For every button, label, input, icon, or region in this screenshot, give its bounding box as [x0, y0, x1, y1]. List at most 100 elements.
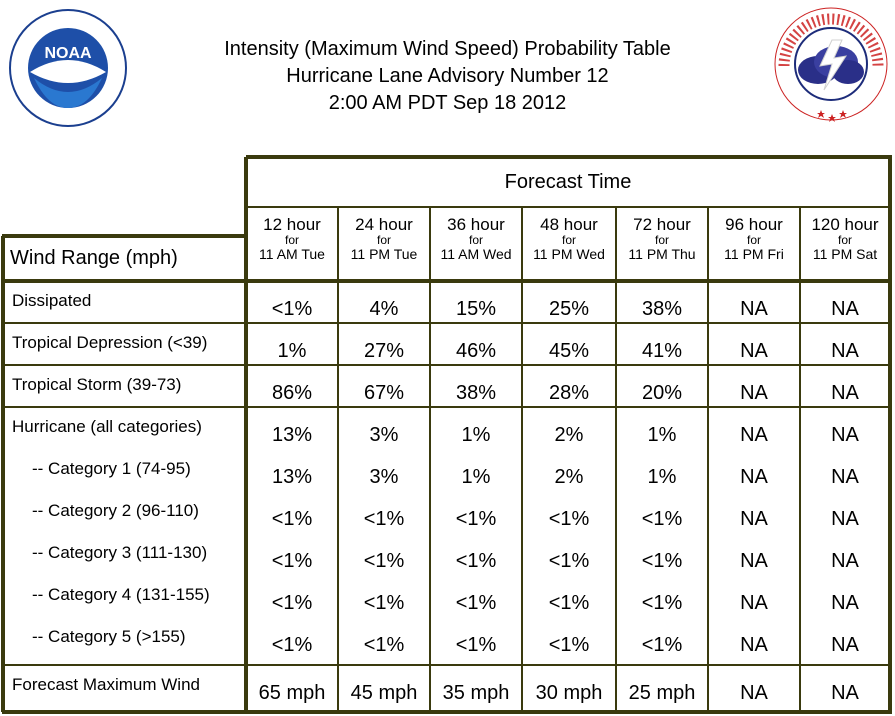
- table-cell: 20%: [641, 381, 683, 404]
- column-divider: [707, 207, 709, 712]
- table-cell: <1%: [641, 591, 683, 614]
- row-label: -- Category 5 (>155): [32, 627, 186, 646]
- nws-logo: [772, 6, 890, 130]
- table-cell: NA: [740, 591, 768, 614]
- table-cell: <1%: [271, 297, 313, 320]
- table-border-bottom: [2, 710, 892, 714]
- table-cell: <1%: [363, 591, 405, 614]
- column-valid-time: 11 PM Wed: [533, 246, 605, 262]
- column-for-label: for: [837, 233, 852, 247]
- column-valid-time: 11 PM Sat: [812, 246, 878, 262]
- noaa-logo-text: NOAA: [44, 45, 92, 62]
- column-divider: [337, 207, 339, 712]
- table-cell: 3%: [369, 465, 399, 488]
- row-label: -- Category 2 (96-110): [32, 501, 199, 520]
- title-line-3: 2:00 AM PDT Sep 18 2012: [328, 92, 567, 114]
- row-label: Hurricane (all categories): [12, 417, 202, 436]
- table-cell: 38%: [455, 381, 497, 404]
- table-cell: <1%: [455, 549, 497, 572]
- table-cell: <1%: [455, 507, 497, 530]
- table-cell: 67%: [363, 381, 405, 404]
- table-cell: <1%: [271, 507, 313, 530]
- column-hours: 48 hour: [540, 215, 598, 234]
- table-cell: NA: [740, 297, 768, 320]
- table-cell: <1%: [548, 549, 590, 572]
- label-column-right-border: [244, 157, 248, 712]
- table-cell: <1%: [271, 549, 313, 572]
- column-valid-time: 11 AM Tue: [259, 246, 325, 262]
- table-cell: 1%: [461, 465, 491, 488]
- column-hours: 36 hour: [447, 215, 505, 234]
- column-header-6: 96 hour for 11 PM Fri: [708, 207, 800, 281]
- table-cell: 38%: [641, 297, 683, 320]
- title-line-1: Intensity (Maximum Wind Speed) Probabili…: [224, 38, 671, 60]
- table-cell: NA: [740, 381, 768, 404]
- table-cell: 1%: [647, 465, 677, 488]
- table-border-left: [1, 236, 5, 712]
- table-cell: 4%: [369, 297, 399, 320]
- table-cell: 30 mph: [535, 681, 603, 704]
- column-for-label: for: [561, 233, 576, 247]
- table-cell: <1%: [548, 633, 590, 656]
- wind-range-header: Wind Range (mph): [10, 247, 178, 269]
- column-valid-time: 11 PM Thu: [628, 246, 696, 262]
- table-cell: NA: [831, 681, 859, 704]
- table-cell: NA: [740, 633, 768, 656]
- table-cell: NA: [740, 423, 768, 446]
- column-divider: [615, 207, 617, 712]
- column-divider: [521, 207, 523, 712]
- row-label: -- Category 4 (131-155): [32, 585, 210, 604]
- table-cell: NA: [831, 381, 859, 404]
- table-cell: 46%: [455, 339, 497, 362]
- column-hours: 24 hour: [355, 215, 413, 234]
- row-divider: [2, 664, 892, 666]
- table-cell: <1%: [548, 591, 590, 614]
- table-cell: 13%: [271, 465, 313, 488]
- table-border-top: [246, 155, 892, 159]
- table-cell: NA: [831, 507, 859, 530]
- header-divider: [246, 206, 892, 208]
- column-valid-time: 11 PM Tue: [350, 246, 418, 262]
- table-cell: NA: [740, 507, 768, 530]
- column-header-4: 48 hour for 11 PM Wed: [522, 207, 616, 281]
- row-divider: [2, 364, 892, 366]
- table-cell: 13%: [271, 423, 313, 446]
- table-cell: <1%: [271, 633, 313, 656]
- column-hours: 96 hour: [725, 215, 783, 234]
- table-cell: 25 mph: [628, 681, 696, 704]
- column-header-1: 12 hour for 11 AM Tue: [246, 207, 338, 281]
- table-cell: NA: [831, 339, 859, 362]
- table-cell: 35 mph: [442, 681, 510, 704]
- table-cell: NA: [740, 465, 768, 488]
- row-divider: [2, 279, 892, 283]
- table-cell: NA: [831, 549, 859, 572]
- table-cell: <1%: [455, 633, 497, 656]
- column-valid-time: 11 PM Fri: [724, 246, 784, 262]
- table-cell: NA: [831, 633, 859, 656]
- column-divider: [799, 207, 801, 712]
- table-cell: 25%: [548, 297, 590, 320]
- label-header-top-border: [2, 234, 246, 238]
- table-cell: <1%: [641, 507, 683, 530]
- column-for-label: for: [746, 233, 761, 247]
- table-cell: <1%: [363, 549, 405, 572]
- table-cell: <1%: [548, 507, 590, 530]
- column-divider: [429, 207, 431, 712]
- table-cell: 15%: [455, 297, 497, 320]
- column-header-5: 72 hour for 11 PM Thu: [616, 207, 708, 281]
- row-divider: [2, 406, 892, 408]
- table-cell: 41%: [641, 339, 683, 362]
- table-cell: 3%: [369, 423, 399, 446]
- table-cell: <1%: [271, 591, 313, 614]
- row-label: Tropical Storm (39-73): [12, 375, 182, 394]
- table-cell: NA: [831, 297, 859, 320]
- table-border-right: [888, 157, 892, 712]
- table-cell: 1%: [277, 339, 307, 362]
- table-cell: NA: [740, 339, 768, 362]
- table-cell: 86%: [271, 381, 313, 404]
- title-line-2: Hurricane Lane Advisory Number 12: [286, 65, 609, 87]
- table-cell: <1%: [641, 549, 683, 572]
- row-label: Tropical Depression (<39): [12, 333, 208, 352]
- row-label: -- Category 1 (74-95): [32, 459, 191, 478]
- table-cell: NA: [831, 591, 859, 614]
